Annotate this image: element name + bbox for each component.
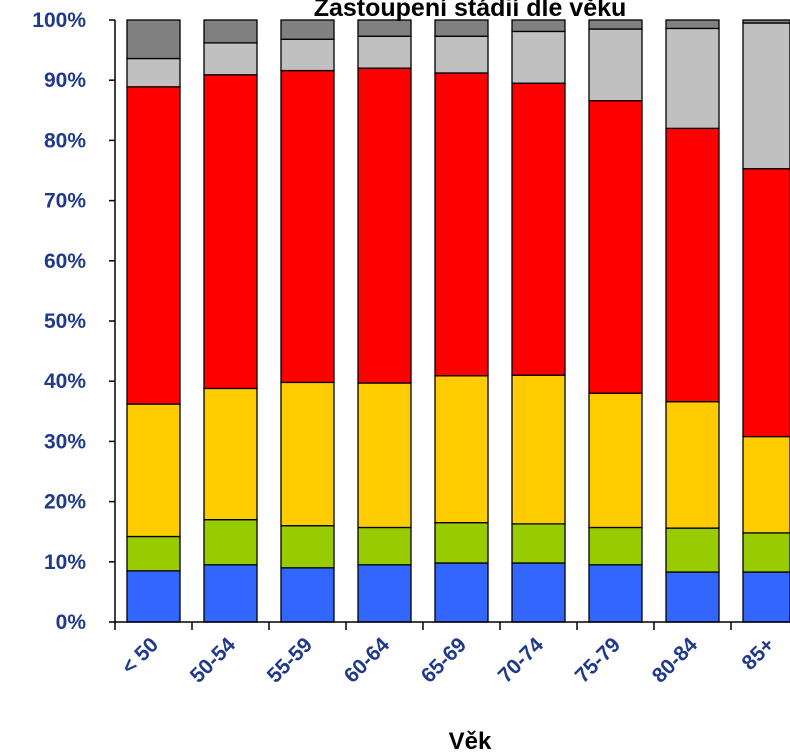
bar-segment-1-1: [203, 519, 258, 566]
bar-segment-7-3: [665, 127, 720, 403]
bar-segment-8-0: [742, 571, 790, 623]
bar-segment-7-5: [665, 19, 720, 30]
bar-segment-1-5: [203, 19, 258, 44]
x-tick-labels: < 50 50-54 55-59 60-64 65-69 70-74 75-79 80-84 8…: [117, 633, 779, 687]
y-tick-label: 60%: [44, 250, 86, 273]
bar-segment-3-4: [357, 35, 412, 69]
y-tick-label: 30%: [44, 430, 86, 453]
y-tick-label: 10%: [44, 551, 86, 574]
y-tick-label: 0%: [56, 611, 87, 634]
bar-segment-1-2: [203, 387, 258, 521]
bar-segment-6-1: [588, 526, 643, 566]
bar-segment-7-2: [665, 401, 720, 529]
bar-segment-5-2: [511, 374, 566, 525]
bar-segment-1-0: [203, 564, 258, 623]
y-tick-label: 40%: [44, 370, 86, 393]
y-tick-label: 80%: [44, 129, 86, 152]
x-tick-label: 50-54: [186, 633, 240, 687]
bar-segment-2-5: [280, 19, 335, 40]
bar-segment-8-1: [742, 532, 790, 573]
bar-segment-4-5: [434, 19, 489, 37]
bar-segment-2-4: [280, 38, 335, 72]
bar-segment-6-4: [588, 28, 643, 102]
bar-segment-6-5: [588, 19, 643, 30]
x-tick-label: 65-69: [417, 633, 471, 687]
bar-segment-3-2: [357, 382, 412, 529]
x-tick-label: 80-84: [648, 633, 702, 687]
bar-segment-4-1: [434, 522, 489, 564]
bar-segment-5-5: [511, 19, 566, 33]
y-tick-label: 90%: [44, 69, 86, 92]
x-tick-label: 70-74: [494, 633, 548, 687]
bar-segment-2-0: [280, 567, 335, 623]
x-tick-label: 85+: [738, 633, 779, 674]
x-tick-label: 75-79: [571, 633, 625, 687]
bar-segment-1-3: [203, 74, 258, 390]
bar-segment-0-0: [126, 570, 181, 623]
y-tick-label: 70%: [44, 190, 86, 213]
bar-segment-3-0: [357, 564, 412, 623]
bar-segment-3-1: [357, 526, 412, 566]
bar-segment-2-3: [280, 69, 335, 384]
bar-segment-7-4: [665, 27, 720, 130]
bar-segment-0-5: [126, 19, 181, 60]
bar-segment-0-3: [126, 86, 181, 405]
bar-segment-5-0: [511, 562, 566, 623]
bar-segment-4-2: [434, 375, 489, 524]
y-tick-label: 50%: [44, 310, 86, 333]
bar-segment-4-3: [434, 72, 489, 377]
bar-segment-5-1: [511, 523, 566, 564]
bar-segment-2-1: [280, 525, 335, 569]
x-tick-label: 55-59: [263, 633, 317, 687]
x-tick-label: < 50: [117, 633, 163, 679]
bar-segment-8-3: [742, 168, 790, 438]
bar-segment-3-3: [357, 67, 412, 384]
chart-title: Zastoupení stádií dle věku: [314, 0, 627, 22]
bar-segment-6-3: [588, 100, 643, 394]
bar-segment-0-4: [126, 57, 181, 88]
bar-segment-3-5: [357, 19, 412, 37]
bar-segment-2-2: [280, 381, 335, 527]
y-tick-label: 20%: [44, 491, 86, 514]
bar-segment-5-4: [511, 30, 566, 84]
bar-segment-7-0: [665, 571, 720, 623]
x-axis-label: Věk: [449, 728, 492, 755]
bar-segment-0-1: [126, 535, 181, 572]
bar-segment-1-4: [203, 42, 258, 76]
bars-group: [126, 19, 790, 623]
bar-segment-8-2: [742, 435, 790, 534]
bar-segment-7-1: [665, 527, 720, 573]
y-tick-labels: 0% 10% 20% 30% 40% 50% 60% 70% 80% 90% 100%: [32, 9, 86, 634]
bar-segment-0-2: [126, 403, 181, 538]
bar-segment-6-0: [588, 564, 643, 623]
axes-group: [109, 19, 790, 630]
bar-segment-4-0: [434, 562, 489, 623]
y-tick-label: 100%: [32, 9, 86, 32]
bar-segment-5-3: [511, 82, 566, 376]
bar-segment-8-4: [742, 22, 790, 170]
bar-segment-8-5: [742, 19, 790, 24]
x-tick-label: 60-64: [340, 633, 394, 687]
bar-segment-6-2: [588, 392, 643, 529]
bar-segment-4-4: [434, 35, 489, 74]
